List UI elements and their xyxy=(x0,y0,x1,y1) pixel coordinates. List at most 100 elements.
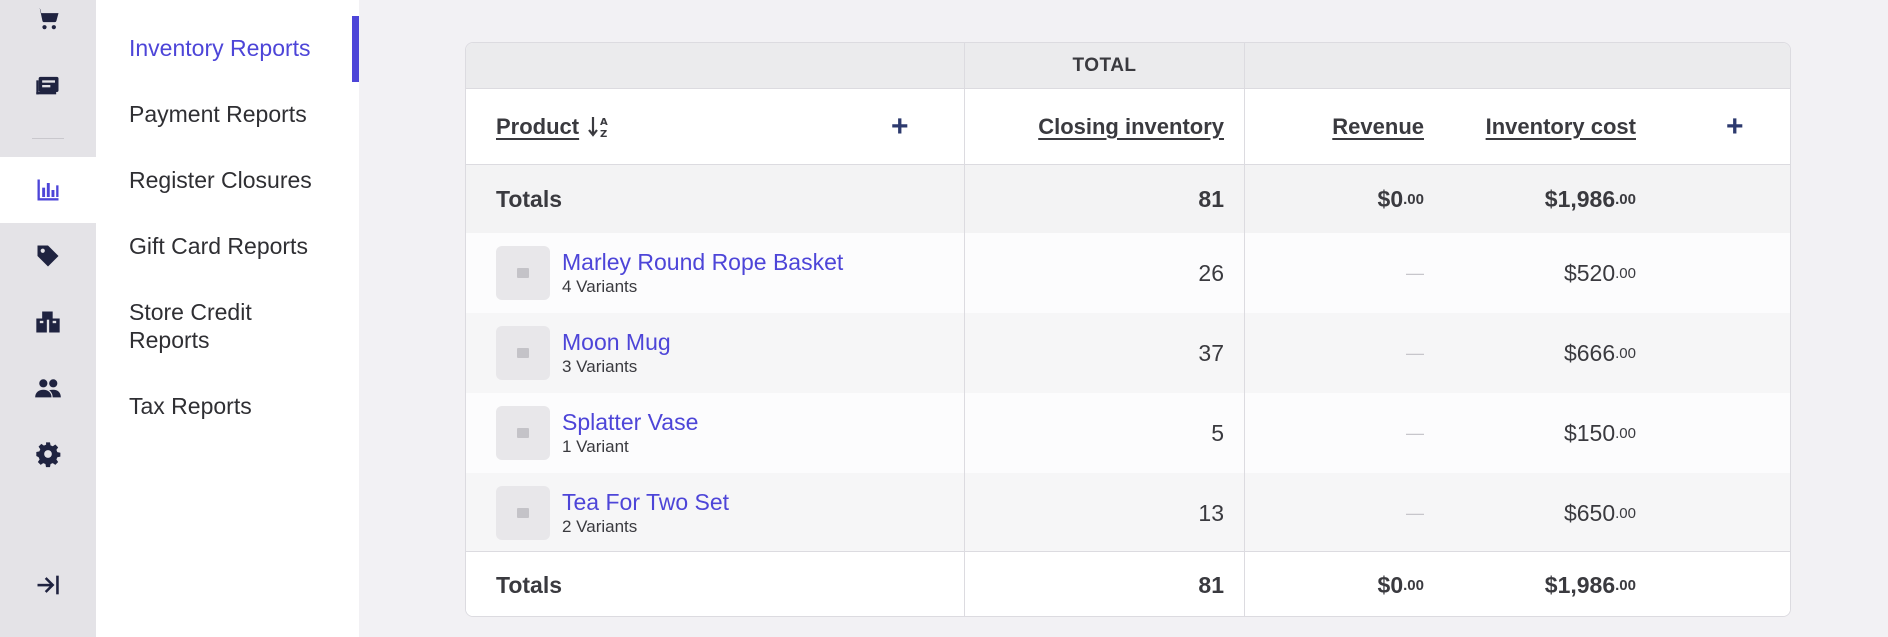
revenue-header-label[interactable]: Revenue xyxy=(1332,113,1424,139)
closing-inventory-value: 26 xyxy=(1198,259,1224,286)
active-nav-indicator xyxy=(352,16,359,82)
totals-label: Totals xyxy=(496,571,563,598)
settings-gear-icon[interactable] xyxy=(0,421,96,487)
inventory-cost-column-header[interactable]: Inventory cost xyxy=(1444,89,1656,164)
image-placeholder-icon xyxy=(517,428,529,438)
product-variants-count: 3 Variants xyxy=(562,356,638,376)
subnav-gift-card-reports[interactable]: Gift Card Reports xyxy=(129,233,308,259)
cost-cents: .00 xyxy=(1615,344,1636,362)
column-divider xyxy=(964,43,965,616)
reports-subnav: Inventory Reports Payment Reports Regist… xyxy=(96,0,359,637)
cost-main: $520 xyxy=(1563,259,1616,286)
inventory-cost-value: $520.00 xyxy=(1444,233,1656,313)
svg-text:A: A xyxy=(600,117,608,128)
revenue-value: — xyxy=(1406,422,1424,443)
product-name-link[interactable]: Moon Mug xyxy=(562,328,671,355)
totals-inventory-cost: $1,986.00 xyxy=(1444,552,1656,616)
product-thumbnail xyxy=(496,486,550,540)
product-header-label[interactable]: Product xyxy=(496,113,580,139)
totals-label: Totals xyxy=(496,185,563,212)
image-placeholder-icon xyxy=(517,348,529,358)
subnav-payment-reports[interactable]: Payment Reports xyxy=(129,101,307,127)
revenue-value: — xyxy=(1406,342,1424,363)
cost-cents: .00 xyxy=(1615,504,1636,522)
add-metric-column-button[interactable]: + xyxy=(1726,89,1744,164)
product-name-link[interactable]: Marley Round Rope Basket xyxy=(562,248,844,275)
totals-revenue: $0.00 xyxy=(1244,165,1444,233)
product-cell: Marley Round Rope Basket 4 Variants xyxy=(496,233,843,313)
closing-inventory-column-header[interactable]: Closing inventory xyxy=(965,89,1244,164)
tag-icon[interactable] xyxy=(0,223,96,289)
rail-divider xyxy=(32,138,64,139)
reports-chart-icon[interactable] xyxy=(0,157,96,223)
product-cell: Moon Mug 3 Variants xyxy=(496,313,671,393)
collapse-sidebar-icon[interactable] xyxy=(0,552,96,618)
totals-closing-inventory: 81 xyxy=(1198,571,1224,598)
cost-main: $650 xyxy=(1563,499,1616,526)
closing-inventory-header-label[interactable]: Closing inventory xyxy=(1038,113,1224,139)
product-name-link[interactable]: Tea For Two Set xyxy=(562,488,730,515)
cost-cents: .00 xyxy=(1615,424,1636,442)
image-placeholder-icon xyxy=(517,508,529,518)
product-variants-count: 1 Variant xyxy=(562,436,629,456)
product-thumbnail xyxy=(496,326,550,380)
subnav-inventory-reports[interactable]: Inventory Reports xyxy=(129,35,311,61)
product-variants-count: 4 Variants xyxy=(562,276,638,296)
table-row: Marley Round Rope Basket 4 Variants 26 —… xyxy=(466,233,1790,313)
totals-revenue-cents: .00 xyxy=(1403,576,1424,594)
product-cell: Tea For Two Set 2 Variants xyxy=(496,473,729,553)
customers-icon[interactable] xyxy=(0,355,96,421)
totals-row-bottom: Totals 81 $0.00 $1,986.00 xyxy=(466,551,1790,616)
subnav-store-credit-reports[interactable]: Store Credit Reports xyxy=(129,299,252,353)
product-cell: Splatter Vase 1 Variant xyxy=(496,393,698,473)
icon-rail xyxy=(0,0,96,637)
inventory-cost-header-label[interactable]: Inventory cost xyxy=(1485,113,1636,139)
totals-closing-inventory: 81 xyxy=(1198,185,1224,212)
closing-inventory-value: 13 xyxy=(1198,499,1224,526)
totals-revenue-cents: .00 xyxy=(1403,190,1424,208)
revenue-value: — xyxy=(1406,502,1424,523)
cost-main: $666 xyxy=(1563,339,1616,366)
image-placeholder-icon xyxy=(517,268,529,278)
table-row: Tea For Two Set 2 Variants 13 — $650.00 xyxy=(466,473,1790,553)
register-icon[interactable] xyxy=(0,52,96,118)
closing-inventory-value: 5 xyxy=(1211,419,1224,446)
svg-text:Z: Z xyxy=(600,129,607,140)
plus-icon[interactable]: + xyxy=(1726,109,1744,143)
totals-revenue-main: $0 xyxy=(1377,185,1404,212)
add-product-column-button[interactable]: + xyxy=(891,89,909,164)
totals-revenue: $0.00 xyxy=(1244,552,1444,616)
table-row: Moon Mug 3 Variants 37 — $666.00 xyxy=(466,313,1790,393)
closing-inventory-value: 37 xyxy=(1198,339,1224,366)
subnav-register-closures[interactable]: Register Closures xyxy=(129,167,312,193)
product-thumbnail xyxy=(496,246,550,300)
product-thumbnail xyxy=(496,406,550,460)
totals-row-top: Totals 81 $0.00 $1,986.00 xyxy=(466,165,1790,233)
inventory-cost-value: $666.00 xyxy=(1444,313,1656,393)
inventory-cost-value: $650.00 xyxy=(1444,473,1656,553)
totals-cost-cents: .00 xyxy=(1615,190,1636,208)
revenue-column-header[interactable]: Revenue xyxy=(1244,89,1444,164)
revenue-value: — xyxy=(1406,262,1424,283)
plus-icon[interactable]: + xyxy=(891,109,909,143)
product-variants-count: 2 Variants xyxy=(562,516,638,536)
column-divider xyxy=(1244,43,1245,616)
totals-inventory-cost: $1,986.00 xyxy=(1444,165,1656,233)
group-header-row: TOTAL xyxy=(466,43,1790,89)
inventory-cost-value: $150.00 xyxy=(1444,393,1656,473)
product-name-link[interactable]: Splatter Vase xyxy=(562,408,699,435)
cost-main: $150 xyxy=(1563,419,1616,446)
inventory-boxes-icon[interactable] xyxy=(0,289,96,355)
table-row: Splatter Vase 1 Variant 5 — $150.00 xyxy=(466,393,1790,473)
totals-cost-cents: .00 xyxy=(1615,576,1636,594)
group-header-total: TOTAL xyxy=(1072,54,1137,76)
totals-cost-main: $1,986 xyxy=(1544,185,1616,212)
totals-revenue-main: $0 xyxy=(1377,571,1404,598)
subnav-tax-reports[interactable]: Tax Reports xyxy=(129,393,252,419)
cost-cents: .00 xyxy=(1615,264,1636,282)
cart-icon[interactable] xyxy=(0,0,96,52)
